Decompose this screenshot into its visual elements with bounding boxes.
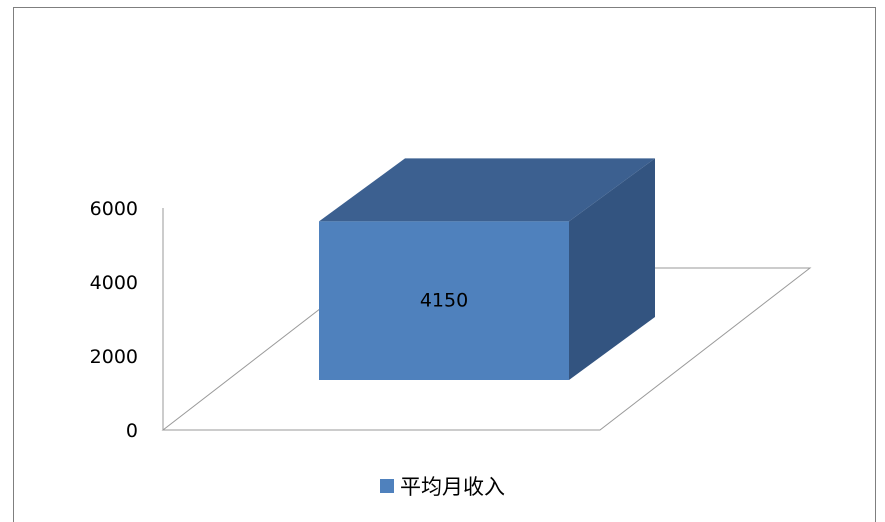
chart-floor [161, 267, 812, 431]
bar-top-face [319, 158, 655, 222]
y-tick-label-6000: 6000 [90, 198, 138, 220]
bar-front-face [319, 221, 569, 380]
legend-swatch [380, 479, 394, 493]
y-tick-label-4000: 4000 [90, 272, 138, 294]
legend-label: 平均月收入 [400, 475, 505, 499]
bar-side-face [569, 158, 655, 380]
bar-group [319, 158, 655, 380]
bar-data-label: 4150 [420, 290, 468, 312]
y-tick-label-2000: 2000 [90, 346, 138, 368]
y-tick-label-0: 0 [126, 420, 138, 442]
